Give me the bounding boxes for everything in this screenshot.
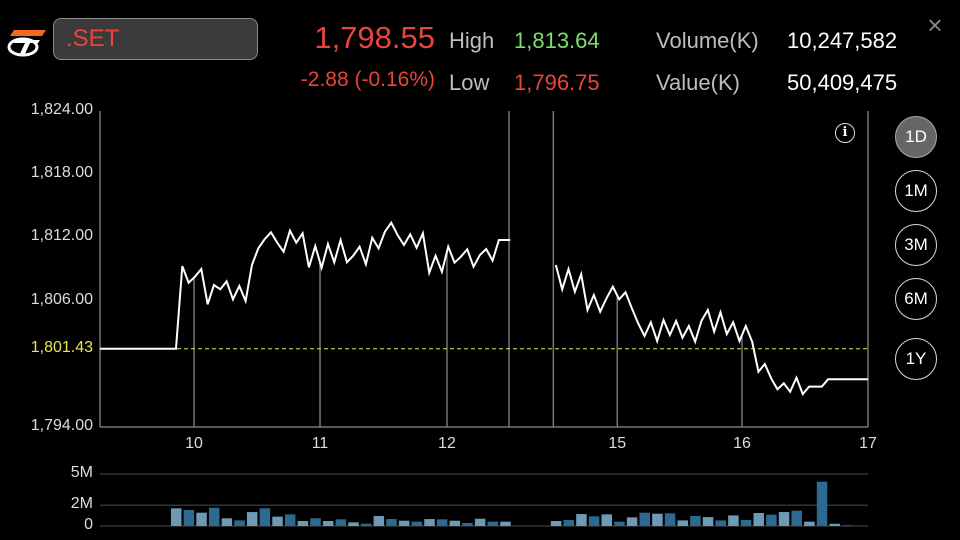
broker-logo xyxy=(7,30,46,57)
x-tick-label: 11 xyxy=(311,435,329,452)
volume-bar xyxy=(652,513,663,526)
period-6m-button[interactable]: 6M xyxy=(895,278,937,320)
volume-bar xyxy=(221,518,233,526)
volume-bar xyxy=(411,521,423,526)
volume-bar xyxy=(474,518,486,526)
volume-bar xyxy=(614,521,625,526)
volume-bar xyxy=(259,508,271,526)
price-line xyxy=(554,264,868,396)
y-tick-label: 1,824.00 xyxy=(30,101,93,118)
volume-bar xyxy=(766,514,777,526)
price-change: -2.88 (-0.16%) xyxy=(300,68,435,91)
volume-bar xyxy=(702,517,714,526)
volume-bar xyxy=(449,520,461,526)
volume-bar xyxy=(246,512,258,526)
x-tick-label: 17 xyxy=(859,435,877,452)
value-value: 50,409,475 xyxy=(787,70,898,95)
volume-bar xyxy=(348,522,359,526)
x-tick-label: 16 xyxy=(733,435,751,452)
volume-bar xyxy=(272,516,283,526)
volume-bar xyxy=(234,520,245,526)
volume-bar xyxy=(639,512,651,526)
y-tick-label: 1,806.00 xyxy=(30,290,93,308)
price-line xyxy=(100,220,511,350)
info-icon[interactable]: i xyxy=(835,123,855,143)
volume-value: 10,247,582 xyxy=(787,28,898,53)
volume-bar xyxy=(715,520,726,526)
period-1y-button[interactable]: 1Y xyxy=(895,338,937,380)
volume-bar xyxy=(500,521,511,526)
prev-close-label: 1,801.43 xyxy=(30,338,93,356)
volume-bar xyxy=(677,520,688,526)
volume-bar xyxy=(550,521,562,526)
period-3m-button[interactable]: 3M xyxy=(895,224,937,266)
volume-bar xyxy=(804,521,815,526)
x-tick-label: 15 xyxy=(608,435,627,452)
volume-bar xyxy=(791,510,802,526)
volume-bar xyxy=(690,516,701,526)
volume-bar xyxy=(588,516,600,526)
last-price: 1,798.55 xyxy=(314,20,435,55)
volume-bar xyxy=(310,518,321,526)
volume-bar xyxy=(487,521,499,526)
volume-bar xyxy=(842,525,853,526)
volume-bar xyxy=(462,522,473,526)
volume-bar xyxy=(753,513,764,526)
period-1m-button[interactable]: 1M xyxy=(895,170,937,212)
period-1d-button[interactable]: 1D xyxy=(895,116,937,158)
y-tick-label: 1,794.00 xyxy=(30,417,93,434)
volume-bar xyxy=(601,514,613,526)
volume-bar xyxy=(728,515,739,526)
volume-bar xyxy=(563,519,575,526)
volume-tick-label: 2M xyxy=(70,495,93,513)
volume-bar xyxy=(386,519,397,526)
volume-bar xyxy=(170,508,182,526)
x-tick-label: 12 xyxy=(438,435,456,452)
low-value: 1,796.75 xyxy=(514,70,600,95)
volume-bar xyxy=(576,514,587,526)
volume-bar xyxy=(829,523,840,526)
volume-bar xyxy=(183,509,195,526)
volume-bar xyxy=(626,517,638,526)
volume-bar xyxy=(664,513,676,526)
x-tick-label: 10 xyxy=(185,435,203,452)
low-label: Low xyxy=(449,70,490,95)
volume-bar xyxy=(778,512,790,526)
high-label: High xyxy=(449,28,495,53)
volume-bar xyxy=(297,521,309,526)
volume-bar xyxy=(360,523,372,526)
volume-bar xyxy=(373,516,385,526)
volume-bar xyxy=(208,507,220,526)
value-label: Value(K) xyxy=(656,70,740,95)
volume-tick-label: 0 xyxy=(84,516,93,533)
volume-bar xyxy=(196,512,207,526)
volume-bar xyxy=(424,519,435,526)
volume-bar xyxy=(436,519,448,526)
volume-bar xyxy=(335,519,347,526)
close-icon[interactable]: × xyxy=(927,10,943,40)
high-value: 1,813.64 xyxy=(514,28,600,53)
volume-bar xyxy=(398,520,410,526)
volume-tick-label: 5M xyxy=(70,464,93,481)
volume-bar xyxy=(816,481,828,526)
volume-bar xyxy=(284,514,296,526)
y-tick-label: 1,812.00 xyxy=(30,227,93,245)
symbol-input[interactable]: .SET xyxy=(53,18,258,60)
y-tick-label: 1,818.00 xyxy=(30,164,93,182)
volume-bar xyxy=(322,521,334,526)
volume-bar xyxy=(740,519,752,526)
volume-label: Volume(K) xyxy=(656,28,759,53)
